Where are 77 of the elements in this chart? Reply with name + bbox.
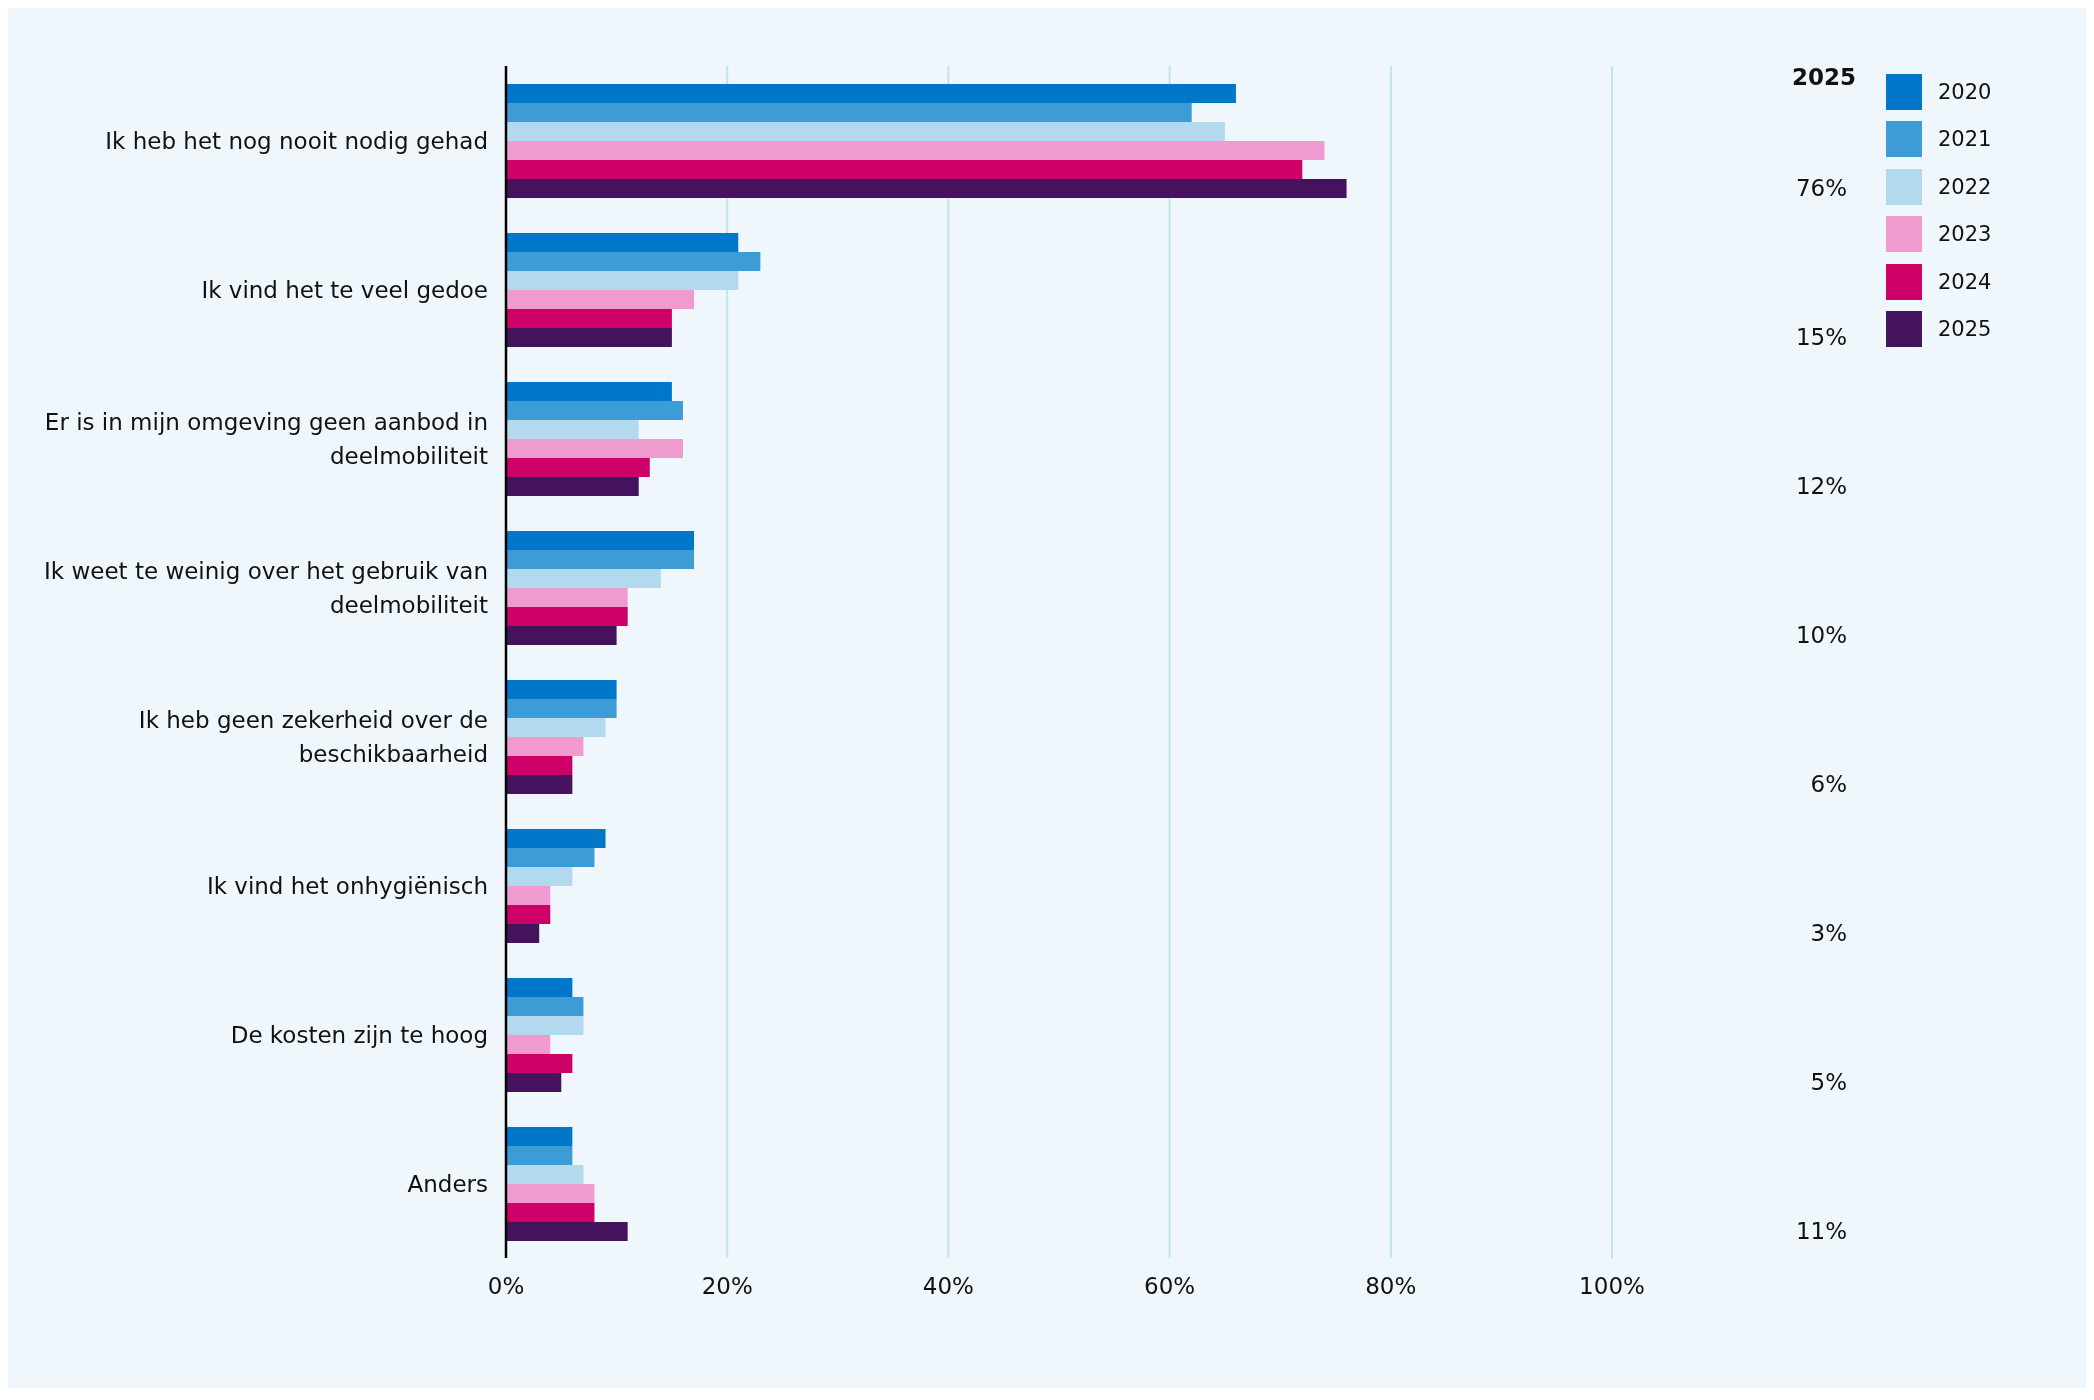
bar <box>506 549 695 569</box>
x-tick-label: 20% <box>701 1273 753 1300</box>
bar <box>506 308 672 328</box>
bar <box>506 1221 628 1241</box>
bar <box>506 121 1225 141</box>
bar <box>506 996 584 1016</box>
bar <box>506 679 617 699</box>
bar <box>506 755 573 775</box>
data-label: 6% <box>1810 771 1847 798</box>
bar <box>506 140 1325 160</box>
y-tick-label: Ik vind het te veel gedoe <box>200 275 488 305</box>
bar <box>506 289 695 309</box>
bar <box>506 1053 573 1073</box>
data-label: 3% <box>1810 920 1847 947</box>
y-tick-label: Anders <box>406 1169 488 1199</box>
bar <box>506 1034 551 1054</box>
legend-label: 2025 <box>1938 317 1992 342</box>
bar <box>506 327 672 347</box>
data-label: 11% <box>1795 1218 1847 1245</box>
legend-label: 2024 <box>1938 269 1992 294</box>
bar <box>506 1183 595 1203</box>
bar <box>506 1202 595 1222</box>
legend-label: 2020 <box>1938 79 1992 104</box>
bar <box>506 270 739 290</box>
bar <box>506 178 1347 198</box>
bar <box>506 698 617 718</box>
legend-label: 2022 <box>1938 174 1992 199</box>
data-label: 76% <box>1795 175 1847 202</box>
bar <box>506 1126 573 1146</box>
data-label: 5% <box>1810 1069 1847 1096</box>
bar <box>506 400 683 420</box>
bar <box>506 1145 573 1165</box>
bar <box>506 232 739 252</box>
bar <box>506 774 573 794</box>
bar <box>506 736 584 756</box>
data-label: 12% <box>1795 473 1847 500</box>
x-tick-label: 40% <box>922 1273 974 1300</box>
data-label: 15% <box>1795 324 1847 351</box>
bar <box>506 1164 584 1184</box>
bar <box>506 1072 562 1092</box>
bar <box>506 904 551 924</box>
bar <box>506 568 661 588</box>
x-tick-label: 60% <box>1144 1273 1196 1300</box>
bar <box>506 1015 584 1035</box>
legend-label: 2023 <box>1938 222 1992 247</box>
bar <box>506 530 695 550</box>
bar <box>506 419 639 439</box>
bar <box>506 977 573 997</box>
bar <box>506 83 1236 103</box>
y-tick-label: Er is in mijn omgeving geen aanbod in deelmobiliteit <box>43 407 488 471</box>
y-tick-label: Ik weet te weinig over het gebruik van deelmobiliteit <box>43 556 488 620</box>
bar <box>506 847 595 867</box>
bar <box>506 625 617 645</box>
bar <box>506 587 628 607</box>
bar <box>506 923 540 943</box>
x-tick-label: 100% <box>1579 1273 1645 1300</box>
bar <box>506 159 1303 179</box>
bar <box>506 251 761 271</box>
bar <box>506 102 1192 122</box>
bar <box>506 866 573 886</box>
x-tick-label: 0% <box>487 1273 525 1300</box>
x-tick-label: 80% <box>1365 1273 1417 1300</box>
bar <box>506 828 606 848</box>
bar <box>506 717 606 737</box>
y-tick-label: Ik vind het onhygiënisch <box>205 871 488 901</box>
bar <box>506 476 639 496</box>
bar <box>506 606 628 626</box>
y-tick-label: De kosten zijn te hoog <box>229 1020 488 1050</box>
bar <box>506 457 650 477</box>
bar <box>506 885 551 905</box>
bar <box>506 381 672 401</box>
legend-label: 2021 <box>1938 127 1992 152</box>
text: 2025 <box>1792 64 1857 90</box>
data-label: 10% <box>1795 622 1847 649</box>
y-tick-label: Ik heb geen zekerheid over de beschikbaarheid <box>137 705 488 769</box>
y-tick-label: Ik heb het nog nooit nodig gehad <box>104 126 488 156</box>
bar <box>506 438 683 458</box>
